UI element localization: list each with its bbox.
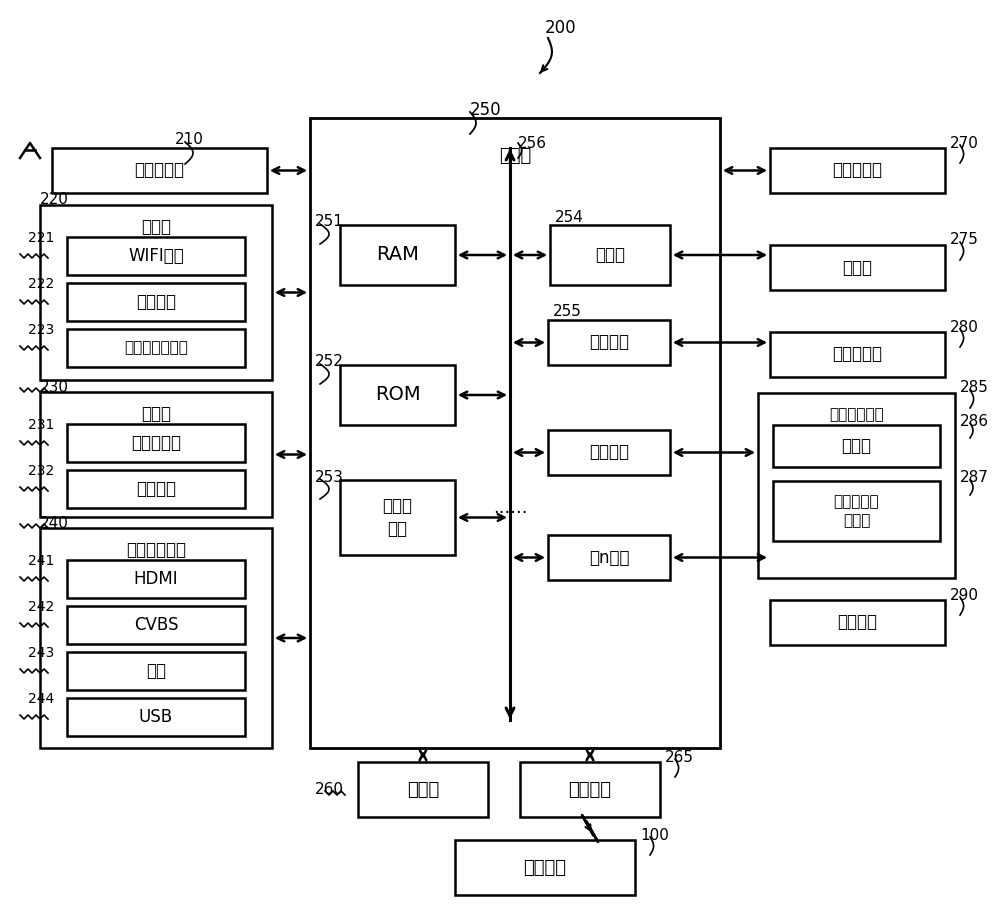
Text: 外接音响输
出端子: 外接音响输 出端子: [834, 494, 879, 528]
Text: 第一接口: 第一接口: [589, 333, 629, 351]
Text: 通信器: 通信器: [141, 218, 171, 236]
Text: 音频处理器: 音频处理器: [832, 346, 883, 363]
Text: 图像采集器: 图像采集器: [131, 434, 181, 452]
Bar: [40, 392, 272, 517]
Text: HDMI: HDMI: [134, 570, 178, 588]
Text: 244: 244: [28, 692, 54, 706]
Bar: [67, 237, 245, 275]
Bar: [548, 320, 670, 365]
Text: ROM: ROM: [375, 386, 420, 404]
Bar: [770, 332, 945, 377]
Text: WIFI模块: WIFI模块: [128, 247, 184, 265]
Bar: [773, 425, 940, 467]
Text: 光接收器: 光接收器: [136, 480, 176, 498]
Text: 220: 220: [40, 192, 69, 208]
Text: 视频处理器: 视频处理器: [832, 162, 883, 180]
Bar: [770, 245, 945, 290]
Bar: [548, 535, 670, 580]
Text: 供电电源: 供电电源: [838, 614, 878, 631]
Bar: [67, 283, 245, 321]
Text: 外部装置接口: 外部装置接口: [126, 541, 186, 559]
Text: 253: 253: [315, 469, 344, 485]
Text: 有线以太网模块: 有线以太网模块: [124, 340, 188, 356]
Text: 242: 242: [28, 600, 54, 614]
Text: 调谐解调器: 调谐解调器: [134, 162, 184, 180]
Text: 287: 287: [960, 470, 989, 486]
Bar: [770, 600, 945, 645]
Text: 223: 223: [28, 323, 54, 337]
Bar: [340, 480, 455, 555]
Text: 显示器: 显示器: [842, 259, 872, 277]
Text: 270: 270: [950, 135, 979, 151]
Text: 用户接口: 用户接口: [568, 781, 612, 798]
Bar: [758, 393, 955, 578]
Text: 200: 200: [545, 19, 577, 37]
Bar: [67, 329, 245, 367]
Text: 280: 280: [950, 320, 979, 334]
Text: 第二接口: 第二接口: [589, 443, 629, 461]
Bar: [548, 430, 670, 475]
Text: 275: 275: [950, 232, 979, 248]
Text: 222: 222: [28, 277, 54, 291]
Bar: [520, 762, 660, 817]
Text: 286: 286: [960, 413, 989, 429]
Bar: [67, 470, 245, 508]
Text: 250: 250: [470, 101, 502, 119]
Text: 254: 254: [555, 211, 584, 225]
Bar: [52, 148, 267, 193]
Text: 231: 231: [28, 418, 54, 432]
Bar: [67, 606, 245, 644]
Text: USB: USB: [139, 708, 173, 726]
Text: 260: 260: [315, 783, 344, 797]
Bar: [770, 148, 945, 193]
Text: 241: 241: [28, 554, 54, 568]
Bar: [773, 481, 940, 541]
Text: 255: 255: [553, 304, 582, 320]
Bar: [310, 118, 720, 748]
Text: 处理器: 处理器: [595, 246, 625, 264]
Bar: [358, 762, 488, 817]
Bar: [40, 205, 272, 380]
Bar: [67, 652, 245, 690]
Text: 控制器: 控制器: [499, 147, 531, 165]
Bar: [67, 424, 245, 462]
Bar: [340, 365, 455, 425]
Text: 存储器: 存储器: [407, 781, 439, 798]
Bar: [550, 225, 670, 285]
Text: 221: 221: [28, 231, 54, 245]
Text: 第n接口: 第n接口: [589, 548, 629, 567]
Text: 251: 251: [315, 214, 344, 230]
Text: 256: 256: [518, 135, 547, 151]
Bar: [455, 840, 635, 895]
Text: 285: 285: [960, 380, 989, 396]
Text: 100: 100: [640, 827, 669, 843]
Text: 蓝牙模块: 蓝牙模块: [136, 293, 176, 311]
Text: 控制装置: 控制装置: [524, 858, 566, 876]
Text: 音频输出接口: 音频输出接口: [829, 408, 884, 422]
Text: 图形处
理器: 图形处 理器: [382, 498, 413, 538]
Text: 240: 240: [40, 516, 69, 530]
Bar: [40, 528, 272, 748]
Text: 252: 252: [315, 354, 344, 370]
Text: ......: ......: [493, 499, 527, 517]
Bar: [67, 560, 245, 598]
Text: 290: 290: [950, 587, 979, 603]
Text: 230: 230: [40, 380, 69, 394]
Bar: [340, 225, 455, 285]
Text: CVBS: CVBS: [134, 616, 178, 634]
Text: 检测器: 检测器: [141, 405, 171, 423]
Text: 232: 232: [28, 464, 54, 478]
Text: 扬声器: 扬声器: [842, 437, 872, 455]
Text: 243: 243: [28, 646, 54, 660]
Text: RAM: RAM: [376, 245, 419, 264]
Text: 265: 265: [665, 749, 694, 765]
Bar: [67, 698, 245, 736]
Text: 210: 210: [175, 133, 204, 147]
Text: 分量: 分量: [146, 662, 166, 680]
